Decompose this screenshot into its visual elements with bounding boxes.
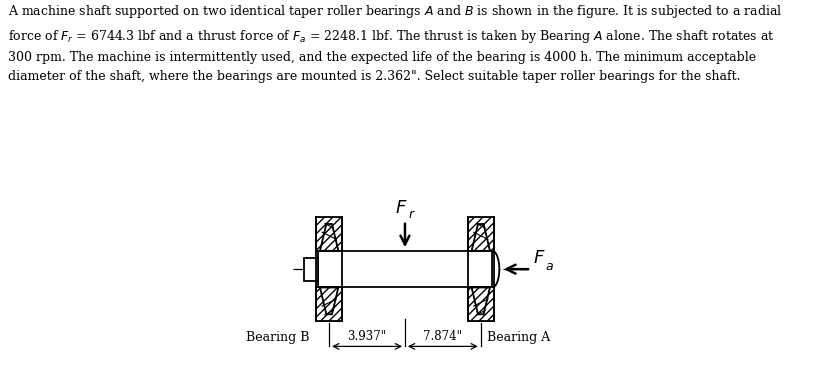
Bar [467, 288, 494, 321]
Text: $a$: $a$ [545, 260, 554, 273]
Bar [316, 217, 342, 251]
Text: $F$: $F$ [533, 249, 545, 267]
Bar [318, 251, 492, 288]
Text: A machine shaft supported on two identical taper roller bearings $A$ and $B$ is : A machine shaft supported on two identic… [8, 3, 783, 83]
Bar [316, 288, 342, 321]
Polygon shape [320, 224, 338, 251]
Bar [467, 217, 494, 251]
Text: 7.874": 7.874" [424, 330, 462, 343]
Bar [316, 217, 342, 251]
Bar [316, 288, 342, 321]
Text: 3.937": 3.937" [347, 330, 387, 343]
Text: $r$: $r$ [409, 208, 416, 221]
Text: Bearing A: Bearing A [487, 331, 550, 344]
Text: $F$: $F$ [395, 199, 408, 217]
Polygon shape [472, 224, 490, 251]
Bar [467, 288, 494, 321]
Bar [305, 257, 318, 281]
Polygon shape [320, 288, 338, 314]
Bar [467, 217, 494, 251]
Text: Bearing B: Bearing B [247, 331, 310, 344]
Polygon shape [472, 288, 490, 314]
